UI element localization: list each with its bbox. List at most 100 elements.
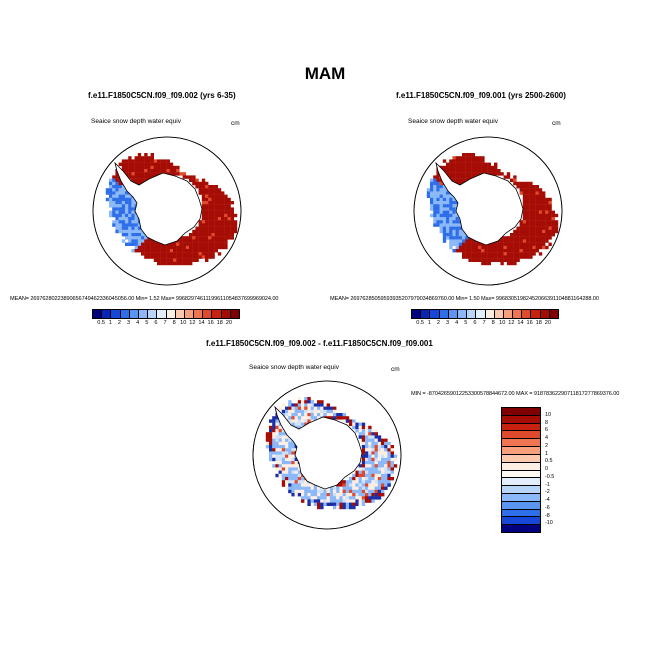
grid-cell xyxy=(128,159,132,163)
grid-cell xyxy=(487,249,491,253)
grid-cell xyxy=(548,242,552,246)
grid-cell xyxy=(105,197,110,202)
grid-cell xyxy=(278,438,282,442)
grid-cell xyxy=(208,229,212,234)
grid-cell xyxy=(307,502,311,506)
grid-cell xyxy=(474,165,479,170)
grid-cell xyxy=(141,172,145,176)
grid-cell xyxy=(182,245,186,250)
colorbar-swatch xyxy=(485,310,495,318)
grid-cell xyxy=(291,448,295,452)
grid-cell xyxy=(497,172,501,176)
grid-cell xyxy=(147,175,151,179)
grid-cell xyxy=(535,188,539,192)
grid-cell xyxy=(449,233,453,237)
grid-cell xyxy=(481,255,485,259)
grid-cell xyxy=(323,499,327,503)
grid-cell xyxy=(468,249,472,253)
grid-cell xyxy=(442,207,447,211)
grid-cell xyxy=(285,435,289,439)
grid-cell xyxy=(384,448,388,452)
grid-cell xyxy=(542,217,546,221)
grid-cell xyxy=(217,210,222,214)
grid-cell xyxy=(208,239,212,243)
grid-cell xyxy=(519,239,523,243)
grid-cell xyxy=(381,448,385,452)
grid-cell xyxy=(446,220,450,224)
grid-cell xyxy=(137,181,142,186)
grid-cell xyxy=(500,261,504,266)
grid-cell xyxy=(361,422,366,426)
grid-cell xyxy=(288,467,292,471)
grid-cell xyxy=(278,467,282,471)
grid-cell xyxy=(166,249,170,253)
grid-cell xyxy=(320,499,324,503)
grid-cell xyxy=(227,220,231,224)
grid-cell xyxy=(365,435,369,439)
grid-cell xyxy=(275,451,279,455)
grid-cell xyxy=(545,210,549,214)
grid-cell xyxy=(112,175,116,179)
grid-cell xyxy=(430,204,434,208)
grid-cell xyxy=(121,169,126,173)
grid-cell xyxy=(503,175,507,179)
grid-cell xyxy=(365,473,369,478)
grid-cell xyxy=(358,502,362,506)
grid-cell xyxy=(484,162,488,166)
grid-cell xyxy=(214,194,218,198)
grid-cell xyxy=(281,470,286,474)
grid-cell xyxy=(323,493,327,497)
grid-cell xyxy=(182,239,186,243)
grid-cell xyxy=(478,162,482,166)
grid-cell xyxy=(371,445,375,449)
grid-cell xyxy=(436,210,440,214)
grid-cell xyxy=(291,486,295,490)
grid-cell xyxy=(439,223,443,227)
grid-cell xyxy=(439,201,443,205)
grid-cell xyxy=(355,425,359,430)
grid-cell xyxy=(371,435,375,439)
grid-cell xyxy=(471,162,475,166)
grid-cell xyxy=(227,204,231,208)
grid-cell xyxy=(352,496,356,500)
colorbar-swatch xyxy=(129,310,139,318)
grid-cell xyxy=(131,210,135,214)
grid-cell xyxy=(358,429,362,433)
grid-cell xyxy=(471,159,475,163)
grid-cell xyxy=(529,217,533,221)
grid-cell xyxy=(173,242,177,246)
left-colorbar-ticks: 0.5 1 2 3 4 5 6 7 8 10 12 14 16 18 20 xyxy=(92,320,238,328)
grid-cell xyxy=(384,480,388,484)
grid-cell xyxy=(361,464,366,468)
grid-cell xyxy=(192,255,196,259)
grid-cell xyxy=(368,451,372,455)
grid-cell xyxy=(449,201,453,205)
grid-cell xyxy=(230,201,234,205)
grid-cell xyxy=(166,172,170,176)
grid-cell xyxy=(529,191,533,195)
grid-cell xyxy=(365,477,369,481)
grid-cell xyxy=(131,223,135,227)
grid-cell xyxy=(368,454,372,458)
grid-cell xyxy=(217,236,222,240)
grid-cell xyxy=(336,483,340,487)
grid-cell xyxy=(150,245,154,250)
grid-cell xyxy=(211,255,215,259)
grid-cell xyxy=(522,236,527,240)
grid-cell xyxy=(446,169,450,173)
grid-cell xyxy=(342,493,346,497)
grid-cell xyxy=(333,406,337,410)
grid-cell xyxy=(365,445,369,449)
grid-cell xyxy=(144,239,148,243)
grid-cell xyxy=(487,162,491,166)
grid-cell xyxy=(535,245,539,250)
grid-cell xyxy=(377,470,382,474)
grid-cell xyxy=(217,233,222,237)
grid-cell xyxy=(153,162,158,166)
grid-cell xyxy=(144,242,148,246)
grid-cell xyxy=(551,226,555,230)
grid-cell xyxy=(211,245,215,250)
colorbar-swatch xyxy=(157,310,167,318)
grid-cell xyxy=(291,419,295,423)
grid-cell xyxy=(294,477,298,481)
